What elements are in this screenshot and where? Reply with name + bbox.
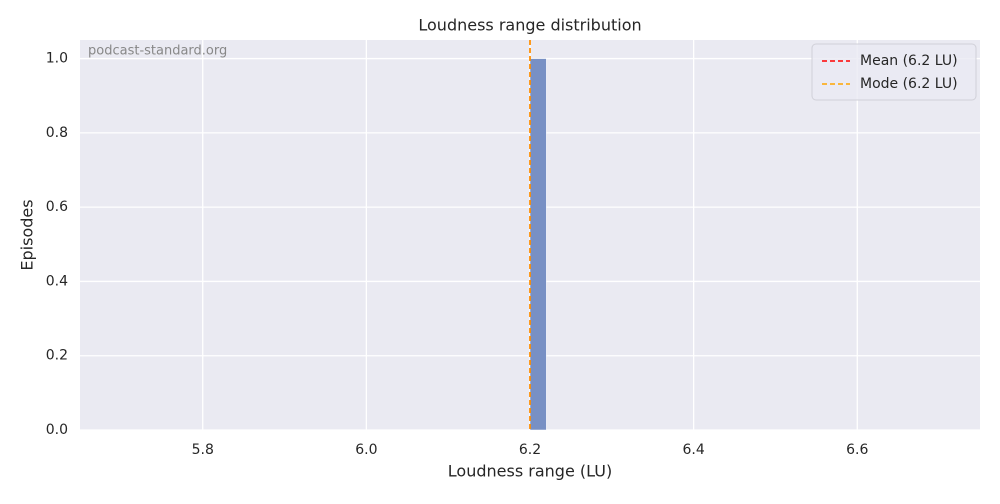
bar — [529, 58, 547, 431]
y-axis-label: Episodes — [18, 199, 37, 270]
x-tick-label: 6.4 — [683, 442, 705, 458]
legend-label: Mode (6.2 LU) — [860, 76, 958, 92]
y-tick-label: 0.4 — [46, 273, 68, 289]
y-tick-label: 0.6 — [46, 199, 68, 215]
y-tick-label: 0.8 — [46, 125, 68, 141]
x-tick-label: 6.0 — [355, 442, 377, 458]
x-tick-label: 6.6 — [846, 442, 868, 458]
watermark: podcast-standard.org — [88, 44, 227, 59]
x-tick-label: 6.2 — [519, 442, 541, 458]
legend-label: Mean (6.2 LU) — [860, 53, 958, 69]
y-tick-label: 0.0 — [46, 422, 68, 438]
legend — [811, 43, 977, 101]
x-axis-label: Loudness range (LU) — [448, 462, 612, 481]
chart-title: Loudness range distribution — [418, 16, 641, 35]
y-tick-label: 1.0 — [46, 51, 68, 67]
x-tick-label: 5.8 — [192, 442, 214, 458]
y-tick-label: 0.2 — [46, 348, 68, 364]
